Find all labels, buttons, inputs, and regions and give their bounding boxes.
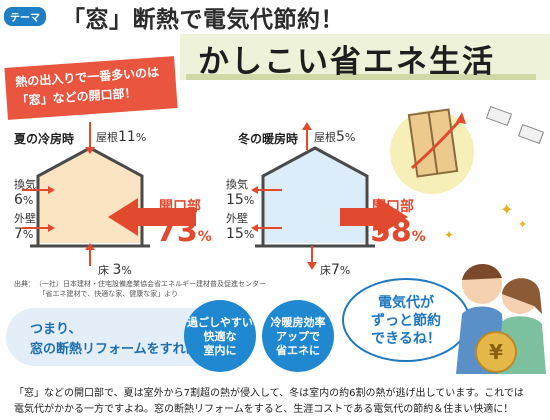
speech-bubble: 電気代が ずっと節約 できるね！ bbox=[342, 278, 470, 362]
summer-wall: 外壁 7% bbox=[14, 212, 36, 242]
winter-opening-arrow bbox=[340, 198, 408, 236]
window-illustration bbox=[390, 105, 545, 194]
summary-text: つまり、 窓の断熱リフォームをすれば bbox=[30, 322, 199, 357]
summer-roof: 屋根11% bbox=[96, 129, 147, 145]
winter-opening-label: 開口部 bbox=[372, 199, 414, 215]
winter-opening-value: 58% bbox=[370, 214, 426, 249]
summer-floor: 床 3% bbox=[98, 262, 132, 278]
sparkle-icon: ✦ bbox=[500, 200, 514, 219]
couple-illustration: ¥ bbox=[456, 263, 546, 374]
theme-tag: テーマ bbox=[4, 7, 46, 26]
house-diagrams bbox=[22, 105, 545, 270]
winter-wall: 外壁 15% bbox=[226, 212, 255, 242]
benefit-circle-comfort: 過ごしやすい 快適な 室内に bbox=[184, 300, 256, 372]
source-note: 出典： （一社）日本建材・住宅設備産業協会省エネルギー建材普及促進センター 「省… bbox=[14, 280, 266, 298]
summer-opening-arrow bbox=[108, 198, 196, 236]
sparkle-icon: ✦ bbox=[518, 218, 528, 231]
summer-opening-value: 73% bbox=[156, 214, 212, 249]
page-title: かしこい省エネ生活 bbox=[198, 44, 495, 80]
yen-icon: ¥ bbox=[489, 340, 503, 364]
winter-floor: 床7% bbox=[320, 262, 351, 278]
summer-opening-label: 開口部 bbox=[159, 199, 201, 215]
title-band bbox=[180, 34, 550, 80]
winter-roof: 屋根5% bbox=[314, 129, 356, 145]
winter-label: 冬の暖房時 bbox=[238, 132, 299, 146]
summer-label: 夏の冷房時 bbox=[14, 132, 75, 146]
headline: 「窓」断熱で電気代節約！ bbox=[62, 7, 344, 33]
benefit-circle-efficiency: 冷暖房効率 アップで 省エネに bbox=[262, 300, 334, 372]
bottom-description: 「窓」などの開口部で、夏は室外から7割超の熱が侵入して、冬は室内の約6割の熱が逃… bbox=[14, 388, 524, 415]
summer-vent: 換気 6% bbox=[14, 178, 36, 208]
sparkle-icon: ✦ bbox=[444, 228, 455, 242]
winter-house bbox=[255, 146, 375, 248]
winter-vent: 換気 15% bbox=[226, 178, 255, 208]
